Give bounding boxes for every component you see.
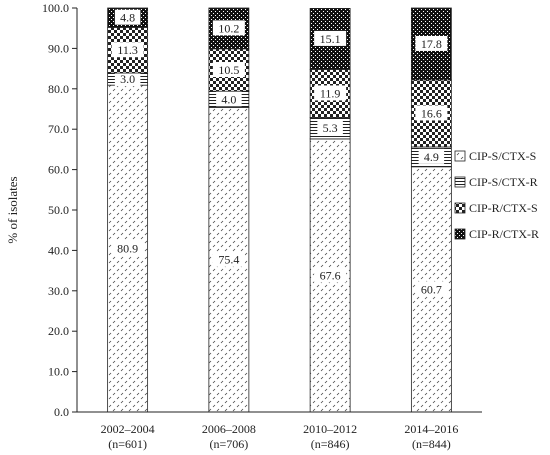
data-label: 10.2 (218, 21, 239, 35)
legend-swatch (454, 176, 466, 188)
y-tick-label: 50.0 (48, 203, 69, 217)
data-label: 3.0 (120, 72, 135, 86)
data-label-background (314, 30, 347, 46)
data-label-background (212, 251, 245, 267)
legend-label: CIP-R/CTX-S (469, 201, 538, 215)
data-label-background (216, 91, 242, 107)
data-label-background (114, 9, 141, 25)
y-axis-title: % of isolates (5, 176, 20, 243)
data-label: 75.4 (218, 253, 239, 267)
y-tick-label: 30.0 (48, 284, 69, 298)
data-label: 80.9 (117, 242, 138, 256)
data-label-background (111, 42, 144, 58)
data-label-background (415, 35, 448, 51)
data-label: 4.8 (120, 11, 135, 25)
data-label-background (418, 148, 445, 164)
data-label: 4.0 (221, 92, 236, 106)
data-label: 5.3 (323, 121, 338, 135)
legend-label: CIP-R/CTX-R (469, 227, 539, 241)
data-label: 11.3 (117, 43, 138, 57)
x-tick-label: 2010–2012 (303, 422, 357, 436)
data-label-background (114, 71, 141, 87)
data-label-background (317, 120, 343, 136)
x-tick-sublabel: (n=846) (311, 437, 350, 451)
x-tick-sublabel: (n=706) (209, 437, 248, 451)
x-tick-sublabel: (n=601) (108, 437, 147, 451)
data-label: 11.9 (320, 86, 341, 100)
data-label: 15.1 (320, 32, 341, 46)
y-tick-label: 70.0 (48, 122, 69, 136)
legend-swatch (454, 202, 466, 214)
x-tick-label: 2002–2004 (101, 422, 155, 436)
data-label-background (111, 240, 144, 256)
y-tick-label: 60.0 (48, 163, 69, 177)
y-tick-label: 20.0 (48, 324, 69, 338)
legend-label: CIP-S/CTX-R (469, 175, 538, 189)
data-label: 4.9 (424, 150, 439, 164)
x-tick-label: 2014–2016 (404, 422, 458, 436)
y-tick-label: 40.0 (48, 243, 69, 257)
x-tick-sublabel: (n=844) (412, 437, 451, 451)
data-label: 67.6 (320, 268, 341, 282)
y-tick-label: 90.0 (48, 41, 69, 55)
legend-label: CIP-S/CTX-S (469, 149, 536, 163)
data-label: 16.6 (421, 106, 442, 120)
data-label-background (415, 281, 448, 297)
data-label-background (212, 20, 245, 36)
y-tick-label: 10.0 (48, 365, 69, 379)
data-label-background (212, 62, 245, 78)
data-label-background (314, 267, 347, 283)
data-label: 17.8 (421, 37, 442, 51)
y-tick-label: 80.0 (48, 82, 69, 96)
y-tick-label: 100.0 (42, 1, 69, 15)
legend-swatch (454, 150, 466, 162)
y-tick-label: 0.0 (54, 405, 69, 419)
x-tick-label: 2006–2008 (202, 422, 256, 436)
data-label: 10.5 (218, 63, 239, 77)
data-label: 60.7 (421, 282, 442, 296)
data-label-background (314, 85, 347, 101)
data-label-background (415, 105, 448, 121)
legend-swatch (454, 228, 466, 240)
